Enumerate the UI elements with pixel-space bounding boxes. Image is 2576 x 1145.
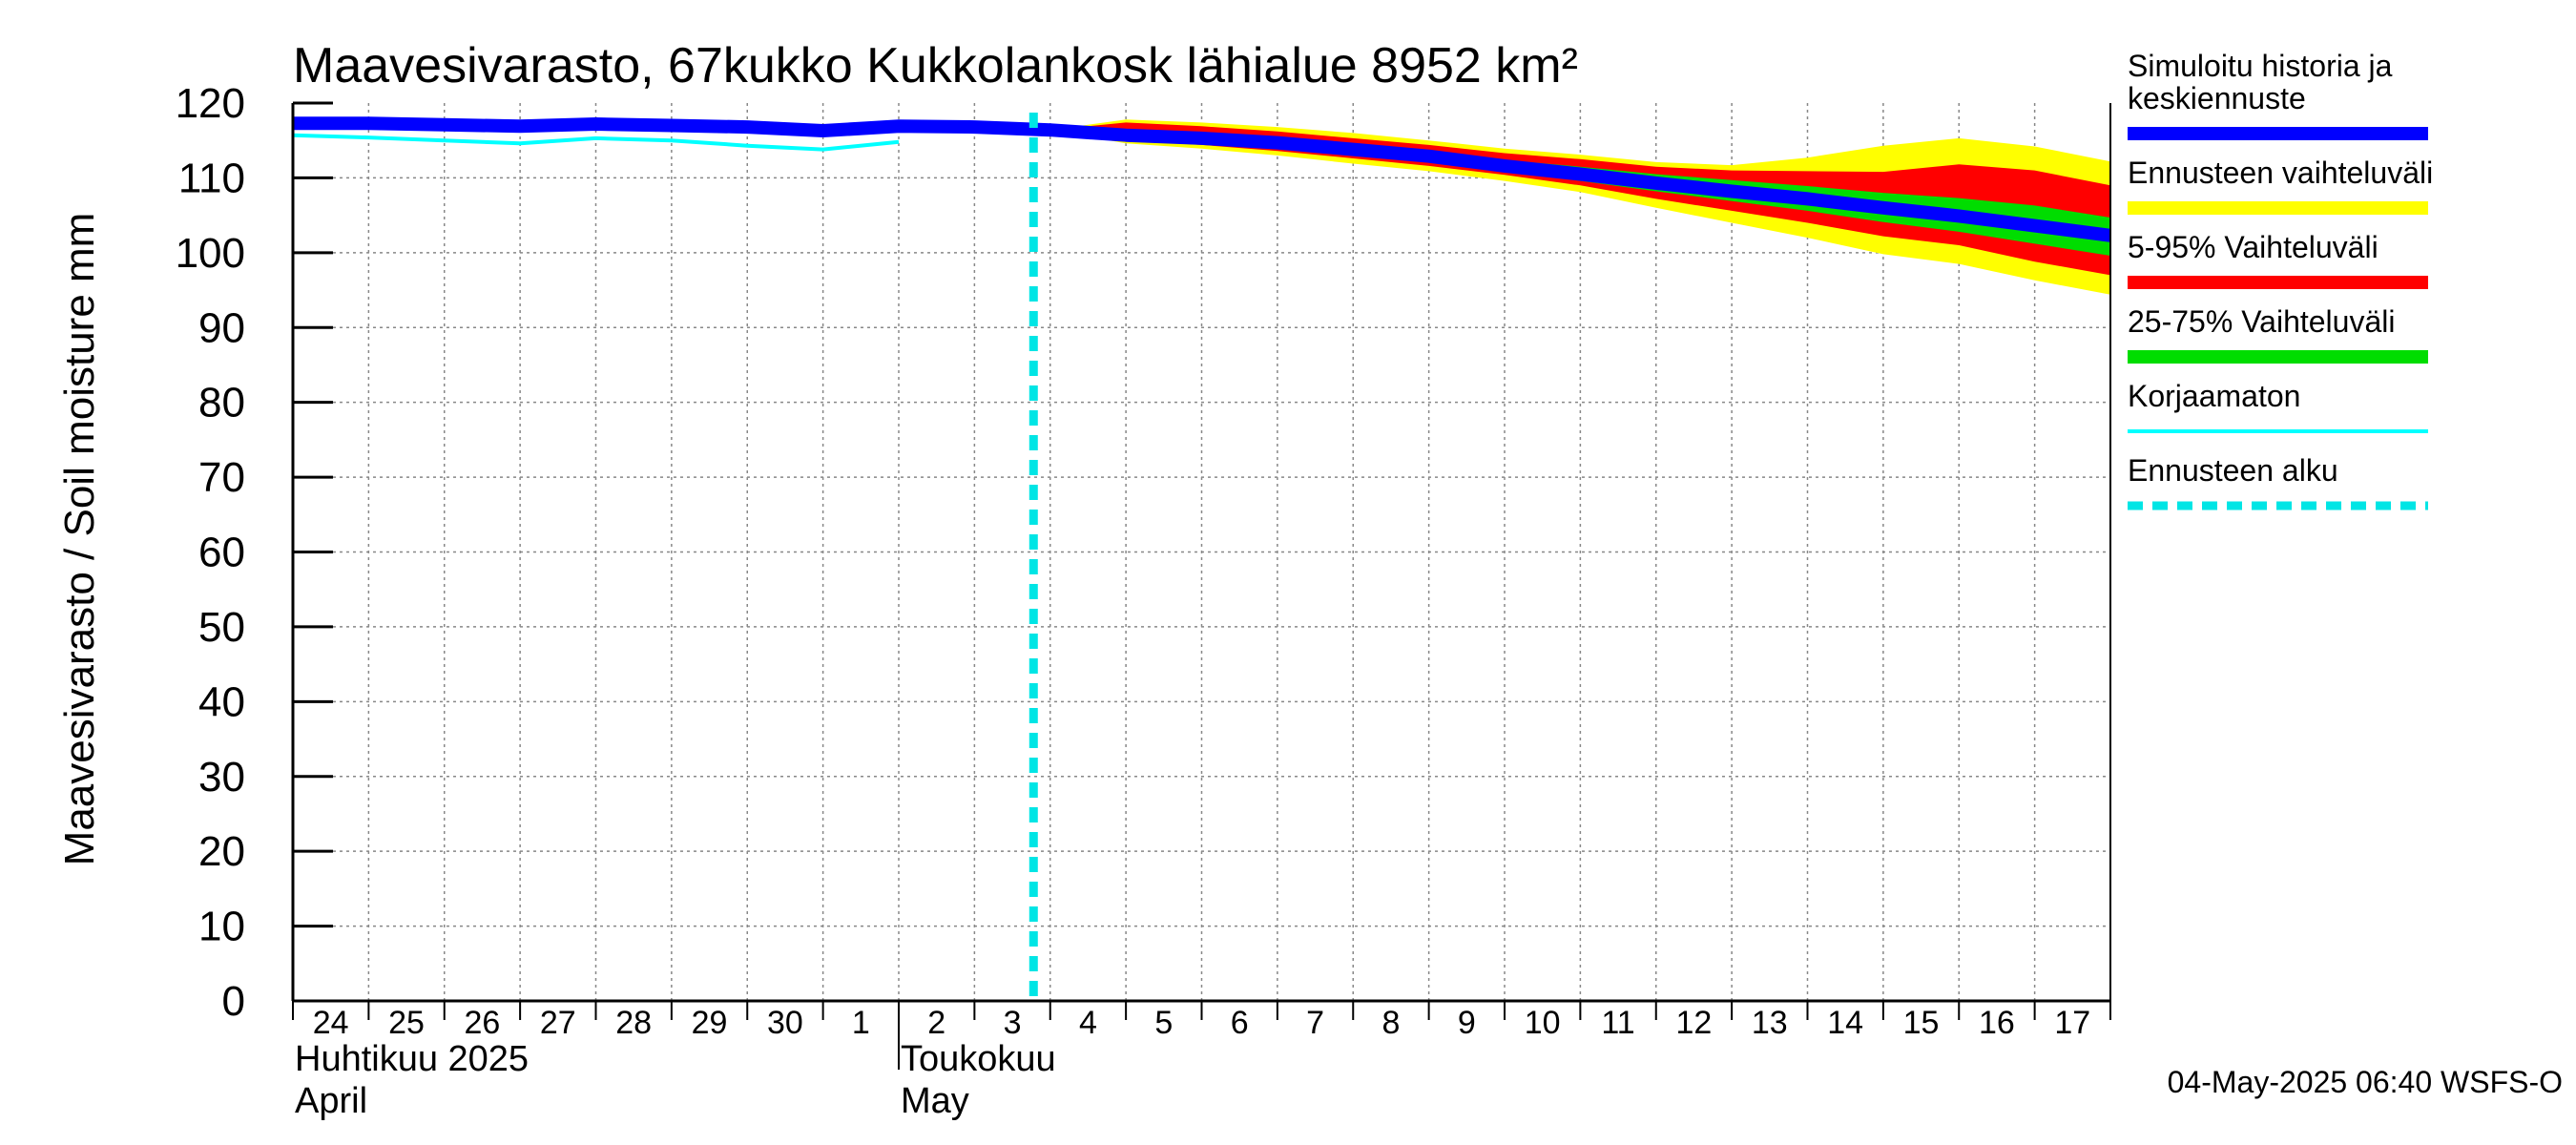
y-tick-label: 30 [198,754,245,801]
band-range [1049,119,2110,295]
timestamp: 04-May-2025 06:40 WSFS-O [2168,1065,2563,1099]
month-label-en: April [295,1081,367,1121]
x-tick-label: 28 [615,1005,652,1041]
y-tick-label: 80 [198,380,245,427]
x-tick-label: 1 [852,1005,870,1041]
y-tick-label: 100 [176,230,245,277]
x-tick-label: 7 [1306,1005,1324,1041]
series-line-uncorrected [292,133,900,152]
x-tick-label: 4 [1079,1005,1097,1041]
x-tick-label: 13 [1752,1005,1788,1041]
x-tick-label: 26 [465,1005,501,1041]
x-tick-label: 29 [692,1005,728,1041]
y-tick-label: 50 [198,604,245,651]
y-axis-label: Maavesivarasto / Soil moisture mm [56,213,103,866]
x-tick-label: 17 [2054,1005,2090,1041]
y-tick-label: 70 [198,454,245,501]
y-tick-label: 120 [176,80,245,127]
legend-label: Korjaamaton [2128,379,2300,413]
y-tick-label: 0 [222,978,245,1025]
x-tick-label: 6 [1231,1005,1249,1041]
y-tick-label: 20 [198,828,245,875]
x-tick-label: 11 [1601,1005,1634,1041]
legend-label: 5-95% Vaihteluväli [2128,230,2379,264]
month-label-en: May [901,1081,969,1121]
x-tick-label: 5 [1154,1005,1173,1041]
x-tick-label: 2 [927,1005,945,1041]
y-tick-label: 40 [198,678,245,725]
x-tick-label: 9 [1458,1005,1476,1041]
chart-title: Maavesivarasto, 67kukko Kukkolankosk läh… [293,38,1578,94]
x-tick-label: 24 [313,1005,349,1041]
y-tick-label: 110 [178,155,245,201]
x-tick-label: 10 [1525,1005,1561,1041]
legend-label: Ennusteen vaihteluväli [2128,156,2433,190]
x-tick-label: 27 [540,1005,576,1041]
month-label: Huhtikuu 2025 [295,1039,529,1079]
y-tick-label: 10 [198,904,245,950]
legend-label: Simuloitu historia ja [2128,49,2393,83]
series-line-history [293,116,2111,242]
x-tick-label: 14 [1827,1005,1863,1041]
x-tick-label: 16 [1979,1005,2015,1041]
x-tick-label: 15 [1903,1005,1940,1041]
legend-label: 25-75% Vaihteluväli [2128,304,2395,339]
y-tick-label: 90 [198,304,245,351]
x-tick-label: 8 [1381,1005,1400,1041]
x-tick-label: 3 [1004,1005,1022,1041]
x-tick-label: 25 [388,1005,425,1041]
legend-label: Ennusteen alku [2128,453,2338,488]
legend-label: keskiennuste [2128,81,2306,115]
month-label: Toukokuu [901,1039,1056,1079]
y-tick-label: 60 [198,530,245,576]
x-tick-label: 12 [1676,1005,1713,1041]
x-tick-label: 30 [767,1005,803,1041]
